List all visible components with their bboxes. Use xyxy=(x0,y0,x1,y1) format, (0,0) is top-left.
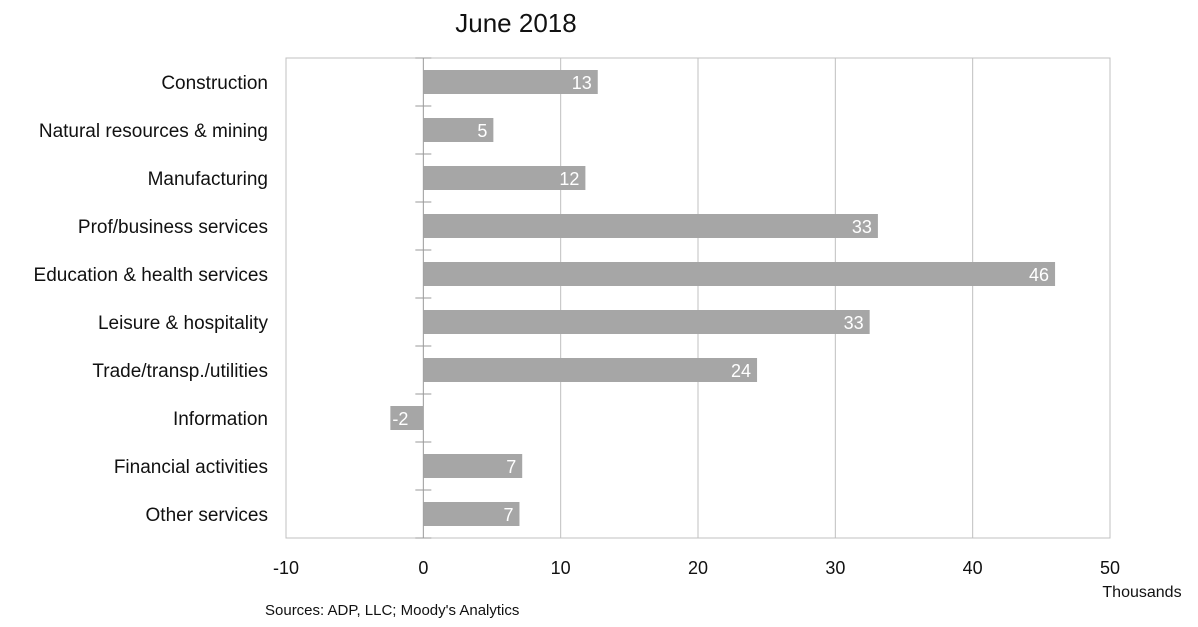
x-tick-label: 0 xyxy=(418,558,428,578)
data-label: 7 xyxy=(503,505,513,525)
source-note: Sources: ADP, LLC; Moody's Analytics xyxy=(265,602,519,619)
category-labels: Construction Natural resources & mining Ma… xyxy=(34,73,269,526)
category-label: Financial activities xyxy=(114,457,268,478)
bar xyxy=(423,70,598,94)
data-label: -2 xyxy=(392,409,408,429)
bar xyxy=(423,358,758,382)
category-label: Prof/business services xyxy=(78,217,268,238)
bars: 13 5 12 33 46 33 24 -2 7 7 xyxy=(390,70,1056,526)
category-label: Other services xyxy=(146,505,268,526)
data-label: 13 xyxy=(572,73,592,93)
bar xyxy=(423,262,1056,286)
category-label: Information xyxy=(173,409,268,430)
data-label: 7 xyxy=(506,457,516,477)
data-label: 46 xyxy=(1029,265,1049,285)
data-label: 5 xyxy=(477,121,487,141)
category-label: Manufacturing xyxy=(148,169,268,190)
x-tick-label: 40 xyxy=(963,558,983,578)
data-label: 33 xyxy=(844,313,864,333)
bar xyxy=(423,214,878,238)
bar xyxy=(390,406,424,430)
bar xyxy=(423,310,870,334)
bar xyxy=(423,118,494,142)
category-label: Education & health services xyxy=(34,265,268,286)
chart-title: June 2018 xyxy=(455,8,576,38)
category-label: Trade/transp./utilities xyxy=(92,361,268,382)
x-tick-label: 10 xyxy=(551,558,571,578)
x-axis-unit-label: Thousands xyxy=(1102,584,1181,601)
data-label: 24 xyxy=(731,361,751,381)
x-tick-label: -10 xyxy=(273,558,299,578)
gridlines xyxy=(285,57,1111,539)
x-tick-label: 50 xyxy=(1100,558,1120,578)
x-tick-label: 20 xyxy=(688,558,708,578)
category-label: Natural resources & mining xyxy=(39,121,268,142)
bar xyxy=(423,502,520,526)
bar xyxy=(423,166,586,190)
x-tick-labels: -10 0 10 20 30 40 50 xyxy=(273,558,1120,578)
x-tick-label: 30 xyxy=(825,558,845,578)
category-label: Construction xyxy=(161,73,268,94)
data-label: 33 xyxy=(852,217,872,237)
bar xyxy=(423,454,523,478)
category-label: Leisure & hospitality xyxy=(98,313,269,334)
data-label: 12 xyxy=(559,169,579,189)
